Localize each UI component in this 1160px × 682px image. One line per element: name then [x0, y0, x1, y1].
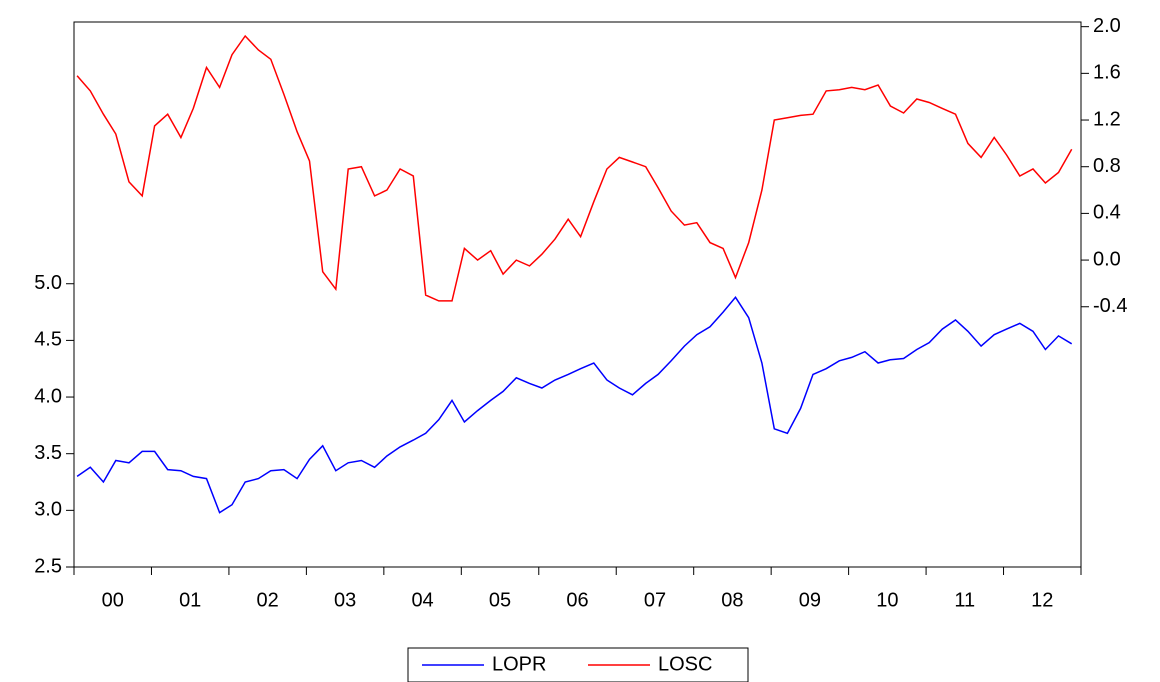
- y-tick-label: 2.5: [34, 555, 62, 577]
- x-tick-label: 01: [179, 589, 201, 611]
- series-line: [76, 34, 1073, 302]
- x-tick-label: 09: [799, 589, 821, 611]
- x-tick-label: 11: [954, 589, 975, 611]
- y-tick-label: 3.5: [34, 442, 62, 464]
- y2-tick-label: 0.8: [1093, 155, 1121, 177]
- y2-tick-label: 1.6: [1093, 62, 1121, 84]
- plot-frame: [73, 21, 1082, 568]
- legend-label: LOSC: [658, 653, 712, 675]
- x-tick-label: 00: [102, 589, 124, 611]
- x-tick-label: 04: [411, 589, 433, 611]
- x-tick-label: 02: [257, 589, 279, 611]
- y2-tick-label: 1.2: [1093, 108, 1121, 130]
- y2-tick-label: 2.0: [1093, 15, 1121, 37]
- y2-tick-label: 0.0: [1093, 248, 1121, 270]
- x-tick-label: 12: [1031, 589, 1053, 611]
- y-tick-label: 4.0: [34, 385, 62, 407]
- x-tick-label: 06: [566, 589, 588, 611]
- y2-tick-label: 0.4: [1093, 202, 1121, 224]
- x-tick-label: 03: [334, 589, 356, 611]
- x-tick-label: 08: [721, 589, 743, 611]
- x-tick-label: 10: [876, 589, 898, 611]
- x-tick-label: 05: [489, 589, 511, 611]
- series-line: [76, 296, 1073, 514]
- y-tick-label: 3.0: [34, 499, 62, 521]
- y2-tick-label: -0.4: [1093, 295, 1127, 317]
- y-tick-label: 5.0: [34, 272, 62, 294]
- legend-label: LOPR: [492, 653, 546, 675]
- x-tick-label: 07: [644, 589, 666, 611]
- y-tick-label: 4.5: [34, 329, 62, 351]
